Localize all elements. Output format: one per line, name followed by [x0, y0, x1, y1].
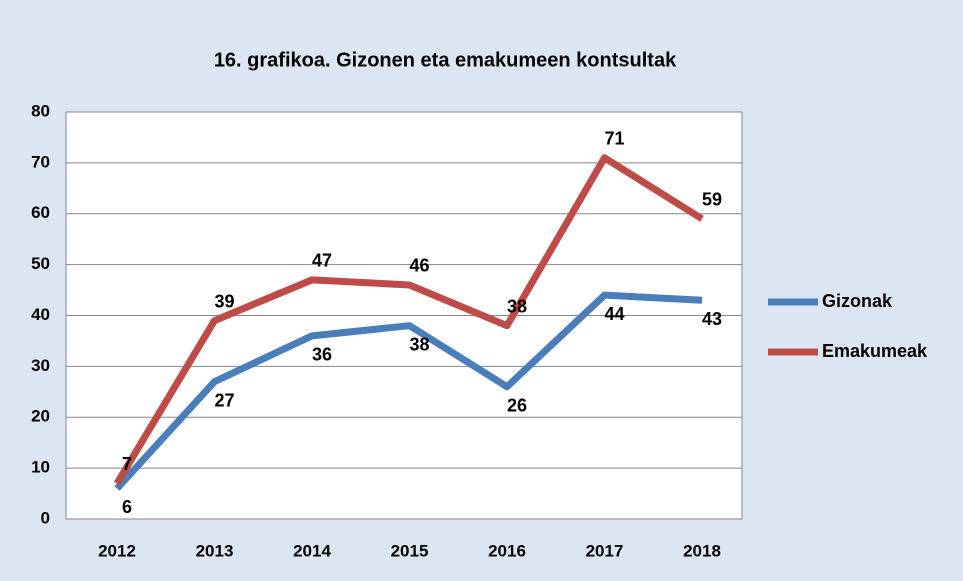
y-tick-label: 80 — [31, 101, 50, 120]
legend-label: Gizonak — [822, 291, 893, 311]
data-label: 39 — [214, 291, 234, 311]
data-label: 71 — [604, 129, 624, 149]
data-label: 27 — [214, 390, 234, 410]
x-tick-label: 2017 — [586, 541, 624, 560]
data-label: 46 — [409, 256, 429, 276]
data-label: 6 — [122, 497, 132, 517]
y-tick-label: 20 — [31, 407, 50, 426]
x-tick-label: 2014 — [293, 541, 331, 560]
y-tick-label: 40 — [31, 305, 50, 324]
x-tick-label: 2012 — [98, 541, 136, 560]
legend-label: Emakumeak — [822, 341, 928, 361]
y-tick-label: 70 — [31, 152, 50, 171]
y-tick-label: 50 — [31, 254, 50, 273]
x-tick-label: 2018 — [683, 541, 721, 560]
data-label: 44 — [604, 304, 624, 324]
y-tick-label: 30 — [31, 356, 50, 375]
data-label: 26 — [507, 395, 527, 415]
data-label: 43 — [702, 309, 722, 329]
data-label: 38 — [507, 296, 527, 316]
data-label: 59 — [702, 190, 722, 210]
y-tick-label: 0 — [41, 508, 50, 527]
x-tick-label: 2015 — [391, 541, 429, 560]
x-tick-label: 2016 — [488, 541, 526, 560]
chart-title: 16. grafikoa. Gizonen eta emakumeen kont… — [214, 49, 677, 71]
data-label: 7 — [122, 454, 132, 474]
data-label: 38 — [409, 334, 429, 354]
y-tick-label: 10 — [31, 458, 50, 477]
series-line — [114, 291, 703, 491]
x-tick-label: 2013 — [196, 541, 234, 560]
data-label: 36 — [312, 345, 332, 365]
series-line — [113, 154, 704, 486]
data-label: 47 — [312, 251, 332, 271]
y-tick-label: 60 — [31, 203, 50, 222]
